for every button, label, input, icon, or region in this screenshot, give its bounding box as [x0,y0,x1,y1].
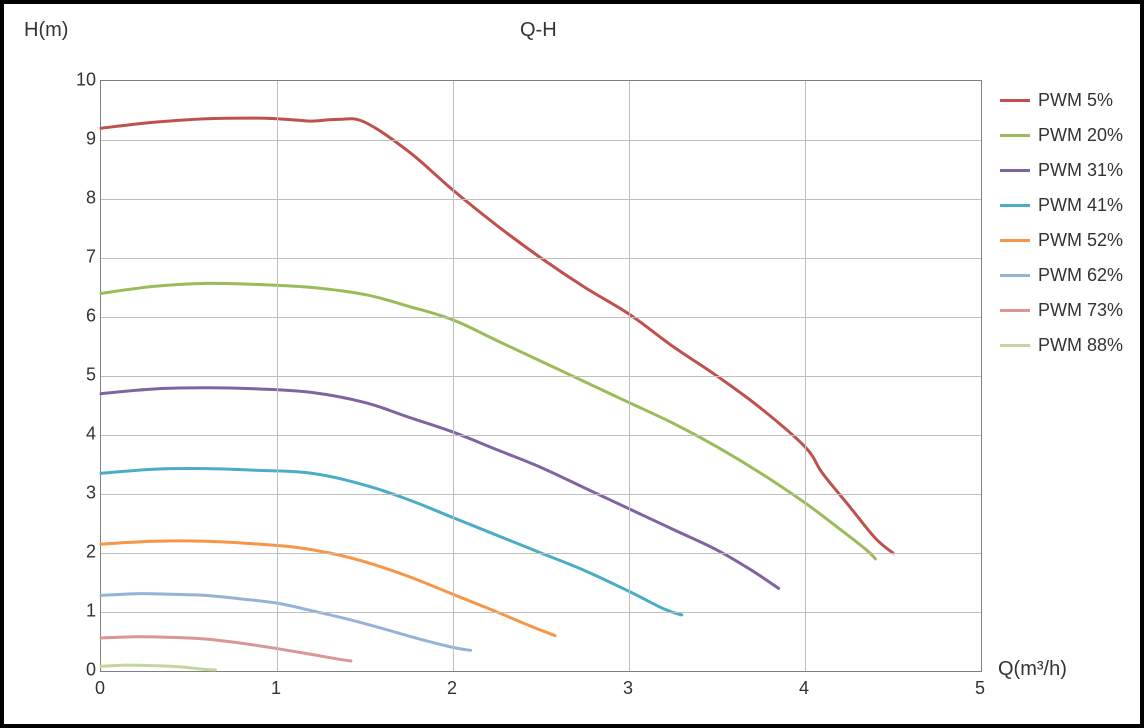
grid-hline [101,317,981,318]
chart-title: Q-H [520,19,557,42]
legend-item: PWM 73% [1000,300,1123,321]
grid-hline [101,612,981,613]
legend-item: PWM 5% [1000,90,1123,111]
y-tick: 8 [80,188,96,209]
grid-hline [101,376,981,377]
legend-swatch [1000,239,1030,242]
legend: PWM 5% PWM 20% PWM 31% PWM 41% PWM 52% PWM 62… [1000,90,1123,370]
legend-swatch [1000,204,1030,207]
grid-hline [101,553,981,554]
grid-hline [101,435,981,436]
grid-hline [101,258,981,259]
y-tick: 5 [80,365,96,386]
series-line [101,665,215,670]
y-tick: 7 [80,247,96,268]
legend-label: PWM 88% [1038,335,1123,356]
x-tick: 1 [271,678,281,699]
x-tick: 5 [975,678,985,699]
y-tick: 4 [80,424,96,445]
series-line [101,468,682,614]
legend-label: PWM 52% [1038,230,1123,251]
x-axis-label: Q(m³/h) [998,658,1067,681]
series-line [101,594,471,651]
legend-label: PWM 62% [1038,265,1123,286]
series-line [101,283,875,559]
x-tick: 3 [623,678,633,699]
legend-label: PWM 41% [1038,195,1123,216]
legend-swatch [1000,99,1030,102]
legend-label: PWM 31% [1038,160,1123,181]
y-tick: 2 [80,542,96,563]
legend-item: PWM 20% [1000,125,1123,146]
grid-hline [101,140,981,141]
legend-item: PWM 88% [1000,335,1123,356]
legend-swatch [1000,169,1030,172]
legend-label: PWM 20% [1038,125,1123,146]
legend-item: PWM 41% [1000,195,1123,216]
legend-swatch [1000,134,1030,137]
x-tick: 4 [799,678,809,699]
grid-hline [101,494,981,495]
legend-swatch [1000,274,1030,277]
y-tick: 1 [80,601,96,622]
legend-item: PWM 52% [1000,230,1123,251]
legend-swatch [1000,344,1030,347]
chart-container: Q-H H(m) Q(m³/h) PWM 5%PWM 20%PWM 31%PWM… [0,0,1144,728]
legend-item: PWM 31% [1000,160,1123,181]
y-tick: 6 [80,306,96,327]
y-tick: 10 [70,70,96,91]
y-tick: 3 [80,483,96,504]
grid-hline [101,199,981,200]
legend-label: PWM 73% [1038,300,1123,321]
x-tick: 2 [447,678,457,699]
legend-label: PWM 5% [1038,90,1113,111]
legend-swatch [1000,309,1030,312]
legend-item: PWM 62% [1000,265,1123,286]
series-line [101,637,351,661]
x-tick: 0 [95,678,105,699]
y-axis-label: H(m) [24,19,68,42]
series-line [101,388,779,589]
y-tick: 9 [80,129,96,150]
series-line [101,541,555,636]
y-tick: 0 [80,660,96,681]
series-line [101,118,893,553]
plot-area [100,80,982,672]
